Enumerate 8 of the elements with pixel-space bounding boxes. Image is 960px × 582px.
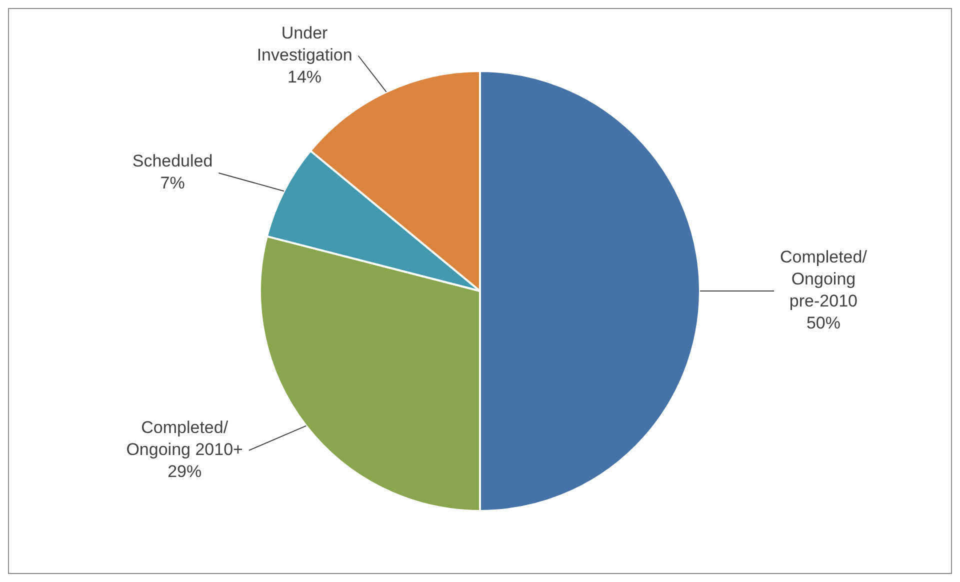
data-label: 50%: [806, 314, 840, 333]
slice-label: Completed/ Ongoing 2010+: [126, 418, 244, 460]
data-label: 14%: [288, 67, 322, 86]
data-label: 29%: [168, 462, 202, 482]
slice-label: Completed/ Ongoing pre-2010: [780, 248, 868, 311]
slice-label: Scheduled: [132, 152, 213, 171]
data-label: 7%: [160, 174, 185, 193]
slice-label: Under Investigation: [256, 23, 352, 64]
